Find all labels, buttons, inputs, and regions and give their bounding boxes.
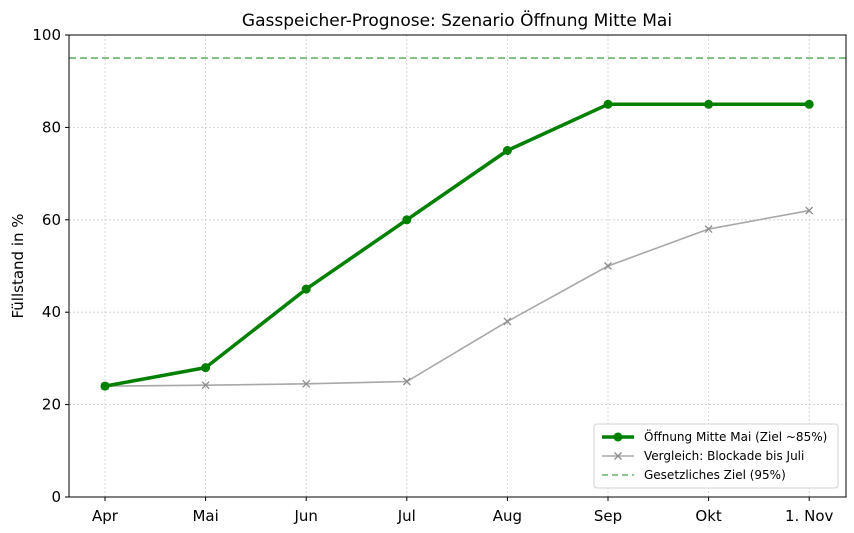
data-point-comparison <box>302 379 311 388</box>
chart-title: Gasspeicher-Prognose: Szenario Öffnung M… <box>242 9 672 31</box>
data-point-comparison <box>604 262 612 270</box>
data-point-comparison <box>201 381 210 390</box>
x-tick-label: 1. Nov <box>785 507 833 525</box>
x-tick-label: Aug <box>493 507 522 525</box>
data-point-comparison <box>704 225 713 233</box>
y-tick-label: 20 <box>42 396 61 414</box>
x-tick-label: Sep <box>594 507 622 525</box>
data-point-opening <box>301 284 311 294</box>
data-point-comparison <box>402 377 411 386</box>
legend: Öffnung Mitte Mai (Ziel ~85%) Vergleich: … <box>593 423 839 489</box>
series-line-comparison <box>104 209 810 387</box>
x-marker-stroke <box>704 225 713 233</box>
y-tick-label: 40 <box>42 303 61 321</box>
plot-frame <box>68 34 847 498</box>
legend-label: Vergleich: Blockade bis Juli <box>644 449 804 463</box>
axis-ticks: Apr Mai Jun Jul Aug Sep Okt 1. Nov 0 20 40 60 80 100 <box>32 26 833 525</box>
legend-swatch-marker <box>613 432 623 442</box>
data-point-opening <box>100 381 110 391</box>
data-point-comparison <box>805 206 814 215</box>
data-point-opening <box>201 363 211 373</box>
legend-swatch-marker <box>614 452 622 460</box>
y-axis-label: Füllstand in % <box>9 213 27 318</box>
x-marker-stroke <box>402 377 411 386</box>
y-tick-label: 80 <box>42 118 61 136</box>
data-point-opening <box>502 146 512 155</box>
series-lines <box>100 99 814 391</box>
data-point-opening <box>402 215 412 225</box>
legend-label: Gesetzliches Ziel (95%) <box>644 468 786 482</box>
x-marker-stroke <box>302 379 311 388</box>
x-marker-stroke <box>503 317 512 326</box>
y-tick-label: 60 <box>42 211 61 229</box>
legend-label: Öffnung Mitte Mai (Ziel ~85%) <box>644 428 827 444</box>
x-tick-label: Jul <box>397 507 416 525</box>
x-marker-stroke <box>201 381 210 390</box>
x-tick-label: Jun <box>293 507 317 525</box>
data-point-opening <box>603 99 613 109</box>
y-tick-label: 0 <box>51 488 61 506</box>
x-tick-label: Mai <box>192 507 218 525</box>
x-marker-stroke <box>805 206 814 215</box>
data-point-opening <box>704 99 714 109</box>
x-tick-label: Apr <box>92 507 119 525</box>
x-tick-label: Okt <box>695 507 721 525</box>
series-line-opening <box>104 102 810 388</box>
legend-box <box>593 423 839 489</box>
y-tick-label: 100 <box>32 26 61 44</box>
data-point-comparison <box>503 317 512 326</box>
data-point-opening <box>804 99 814 109</box>
x-marker-stroke <box>604 262 612 270</box>
